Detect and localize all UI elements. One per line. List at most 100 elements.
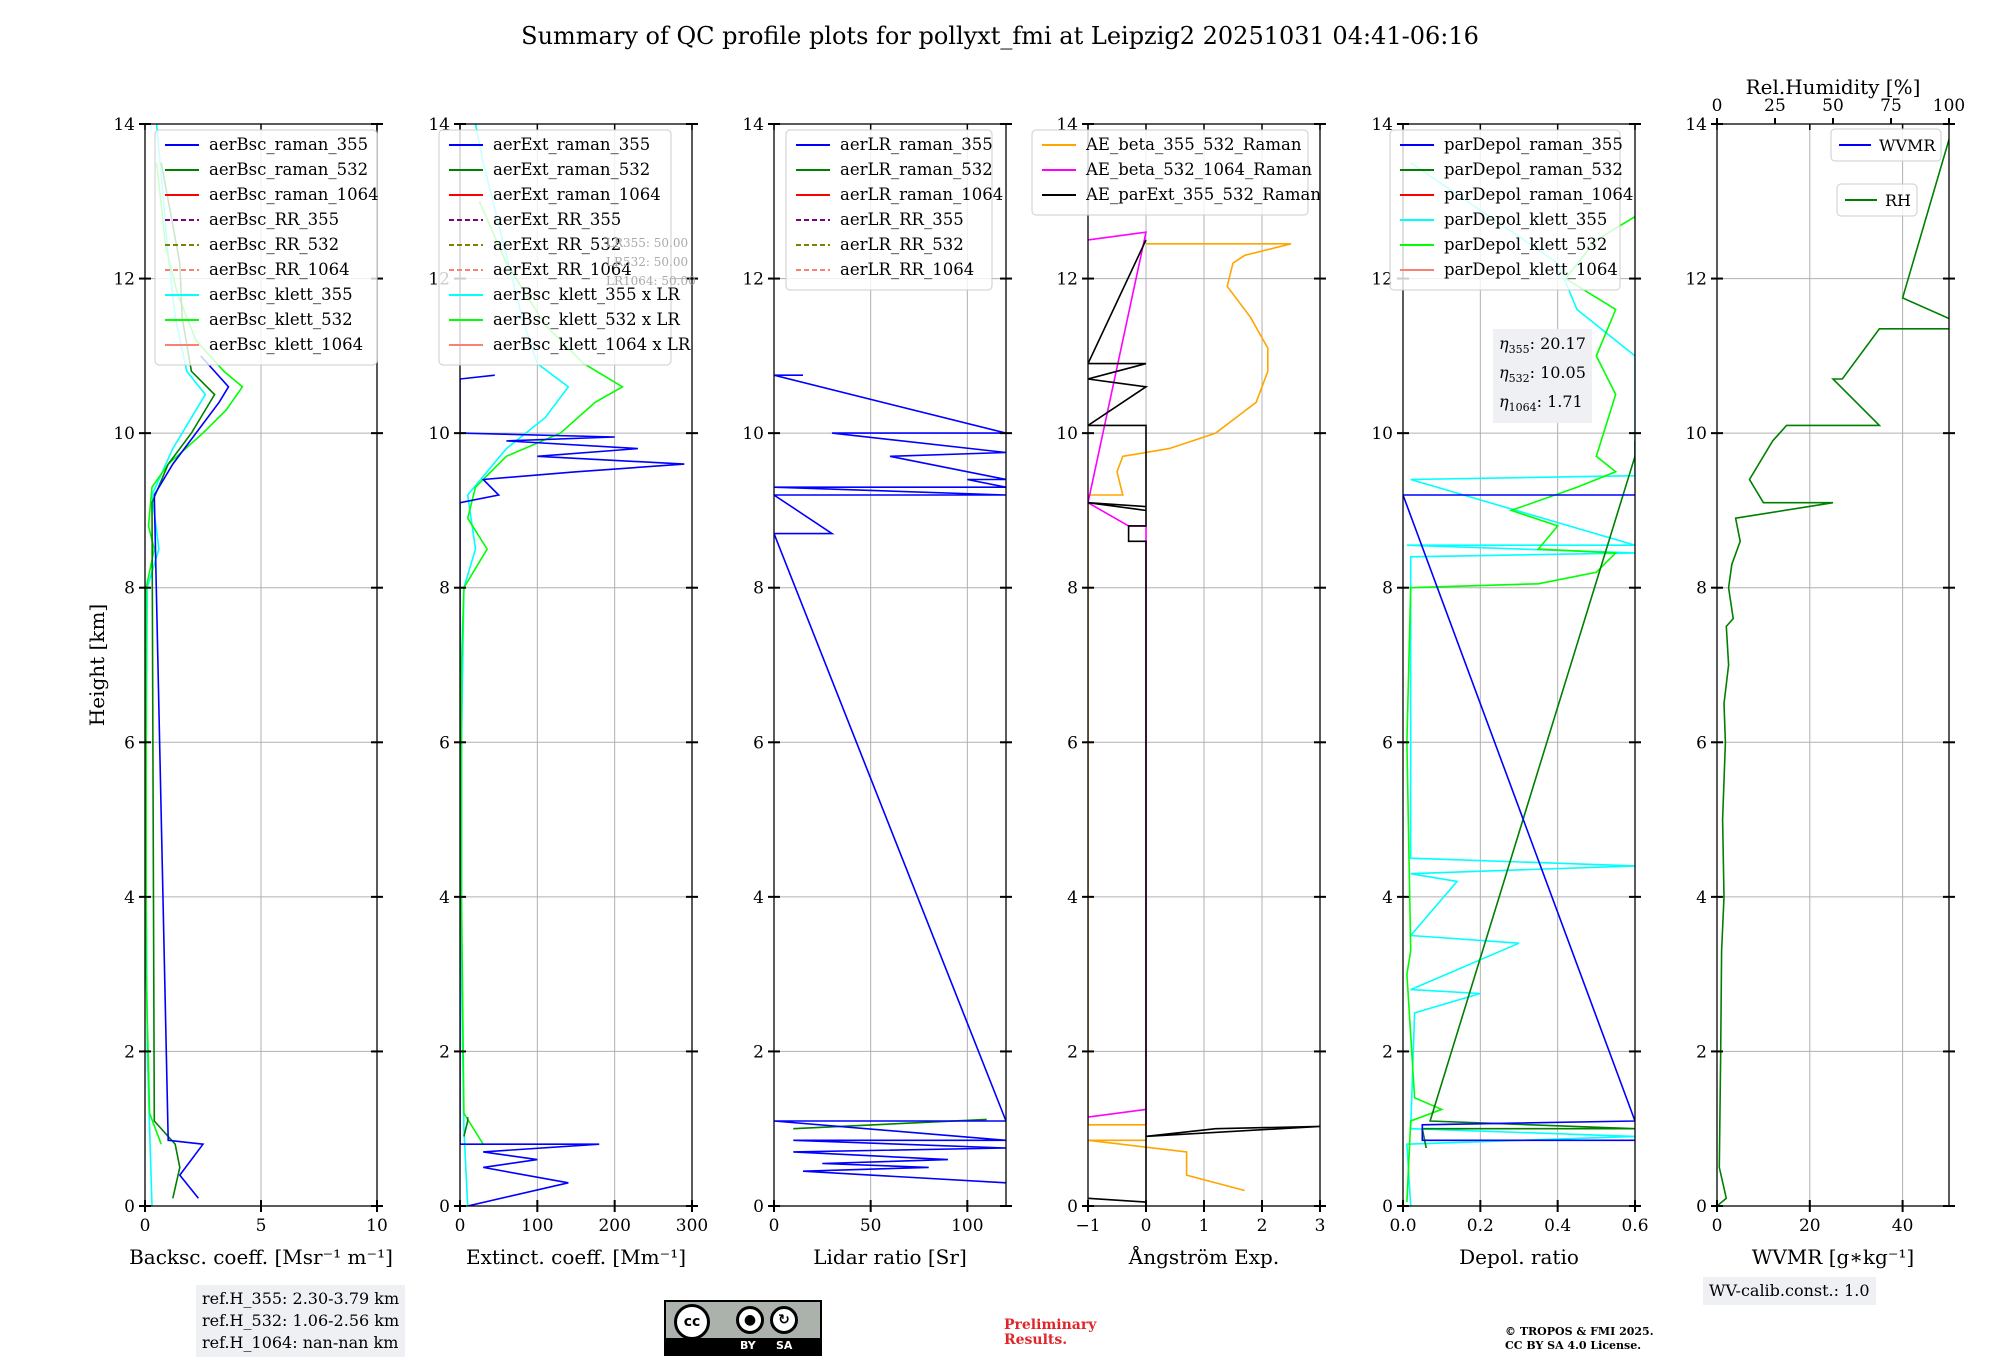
legend-label: aerBsc_raman_355 bbox=[209, 135, 368, 154]
y-tick-label: 6 bbox=[753, 733, 764, 753]
legend-label: aerLR_RR_355 bbox=[840, 210, 964, 229]
y-tick-label: 0 bbox=[1696, 1197, 1707, 1217]
legend-label: parDepol_klett_532 bbox=[1444, 235, 1607, 254]
y-tick-label: 14 bbox=[1371, 115, 1393, 135]
y-tick-label: 2 bbox=[439, 1042, 450, 1062]
legend-label: aerBsc_klett_532 x LR bbox=[493, 310, 680, 329]
legend-label: aerLR_raman_1064 bbox=[840, 185, 1003, 204]
y-tick-label: 6 bbox=[439, 733, 450, 753]
cc-license-badge[interactable]: cc ● ↻ BY SA bbox=[664, 1300, 822, 1356]
legend-label: aerExt_raman_1064 bbox=[493, 185, 661, 204]
y-tick-label: 14 bbox=[1685, 115, 1707, 135]
y-tick-label: 10 bbox=[1685, 424, 1707, 444]
y-tick-label: 12 bbox=[1685, 270, 1707, 290]
eta-box: η355: 20.17 η532: 10.05 η1064: 1.71 bbox=[1493, 329, 1592, 423]
y-tick-label: 8 bbox=[1067, 579, 1078, 599]
panel-3: 0 50 100 0 2 4 6 8 10 12 14 Lidar ratio [Sr] aerLR_r… bbox=[742, 115, 1012, 1269]
y-tick-label: 4 bbox=[1067, 888, 1078, 908]
series-line-RH bbox=[1717, 138, 1949, 1206]
legend-label: parDepol_raman_1064 bbox=[1444, 185, 1633, 204]
series-line-aerExt_raman_355 bbox=[460, 374, 685, 1206]
legend-label: aerExt_RR_355 bbox=[493, 210, 621, 229]
axes-frame bbox=[459, 123, 693, 1207]
legend-box bbox=[154, 129, 378, 366]
legend-label: aerBsc_klett_1064 bbox=[209, 335, 363, 354]
y-tick-label: 14 bbox=[742, 115, 764, 135]
legend-box bbox=[1389, 129, 1621, 291]
share-alike-icon: ↻ bbox=[770, 1306, 798, 1334]
legend-label: aerBsc_RR_355 bbox=[209, 210, 339, 229]
legend-label: aerBsc_klett_532 bbox=[209, 310, 353, 329]
top-x-tick-label: 100 bbox=[1933, 96, 1965, 116]
y-tick-label: 8 bbox=[753, 579, 764, 599]
x-tick-label: 1 bbox=[1199, 1216, 1210, 1236]
y-tick-label: 4 bbox=[1382, 888, 1393, 908]
panel-1: 0 5 10 0 2 4 6 8 10 12 14 Backsc. coeff. [Msr⁻¹ m⁻¹… bbox=[113, 115, 393, 1269]
y-tick-label: 10 bbox=[113, 424, 135, 444]
legend-label: aerExt_raman_532 bbox=[493, 160, 650, 179]
series-line-AE_parExt_355_532_Raman bbox=[1088, 239, 1320, 1203]
y-tick-label: 6 bbox=[1067, 733, 1078, 753]
ref-height-355: ref.H_355: 2.30-3.79 km bbox=[202, 1289, 400, 1308]
y-tick-label: 2 bbox=[1067, 1042, 1078, 1062]
x-tick-label: 0.4 bbox=[1544, 1216, 1571, 1236]
lidar-ratio-note: LR355: 50.00 LR532: 50.00 LR1064: 50.00 bbox=[606, 234, 696, 291]
legend-label: WVMR bbox=[1879, 136, 1936, 155]
lidar-ratio-355: LR355: 50.00 bbox=[606, 236, 689, 250]
series-line-parDepol_klett_532 bbox=[1406, 216, 1635, 1203]
panel-6: 0 20 40 0 2 4 6 8 10 12 14 WVMR [g∗kg⁻¹] 0 25 50 75 100 R… bbox=[1685, 75, 1965, 1269]
series-line-aerExt_raman_532 bbox=[463, 1117, 469, 1137]
legend-box bbox=[1031, 129, 1309, 216]
legend-label: aerBsc_klett_355 bbox=[209, 285, 353, 304]
eta-1064: η1064: 1.71 bbox=[1499, 392, 1583, 415]
y-tick-label: 10 bbox=[1056, 424, 1078, 444]
legend-label: aerBsc_RR_1064 bbox=[209, 260, 350, 279]
y-tick-label: 4 bbox=[439, 888, 450, 908]
legend-label: AE_parExt_355_532_Raman bbox=[1085, 185, 1321, 204]
y-tick-label: 10 bbox=[428, 424, 450, 444]
y-tick-label: 2 bbox=[124, 1042, 135, 1062]
series-line-AE_beta_355_532_Raman bbox=[1088, 243, 1292, 1192]
top-x-tick-label: 50 bbox=[1822, 96, 1844, 116]
y-tick-label: 12 bbox=[1371, 270, 1393, 290]
x-axis-label: Depol. ratio bbox=[1459, 1245, 1579, 1269]
y-tick-label: 2 bbox=[753, 1042, 764, 1062]
lidar-ratio-1064: LR1064: 50.00 bbox=[606, 274, 696, 288]
y-tick-label: 8 bbox=[1382, 579, 1393, 599]
reference-heights-box: ref.H_355: 2.30-3.79 km ref.H_532: 1.06-… bbox=[196, 1285, 406, 1357]
x-axis-label: Extinct. coeff. [Mm⁻¹] bbox=[466, 1245, 686, 1269]
axes-frame bbox=[773, 123, 1007, 1207]
legend-label: aerBsc_raman_1064 bbox=[209, 185, 379, 204]
cc-by-label: BY bbox=[740, 1339, 756, 1352]
y-tick-label: 2 bbox=[1696, 1042, 1707, 1062]
top-x-tick-label: 0 bbox=[1712, 96, 1723, 116]
series-line-parDepol_raman_355 bbox=[1403, 494, 1635, 1142]
y-tick-label: 0 bbox=[124, 1197, 135, 1217]
x-tick-label: 0 bbox=[1141, 1216, 1152, 1236]
x-tick-label: 0 bbox=[769, 1216, 780, 1236]
legend-label: parDepol_raman_355 bbox=[1444, 135, 1623, 154]
y-tick-label: 4 bbox=[1696, 888, 1707, 908]
series-line-aerBsc_raman_355 bbox=[153, 355, 230, 1199]
y-tick-label: 14 bbox=[113, 115, 135, 135]
x-tick-label: 100 bbox=[951, 1216, 983, 1236]
y-tick-label: 4 bbox=[124, 888, 135, 908]
legend-box bbox=[1830, 128, 1942, 162]
x-tick-label: 0 bbox=[140, 1216, 151, 1236]
y-tick-label: 0 bbox=[753, 1197, 764, 1217]
panel-2: 010020030002468101214Extinct. coeff. [Mm… bbox=[428, 115, 708, 1269]
cc-logo-icon: cc bbox=[674, 1304, 710, 1340]
x-tick-label: 0.2 bbox=[1467, 1216, 1494, 1236]
y-tick-label: 8 bbox=[1696, 579, 1707, 599]
cc-sa-label: SA bbox=[776, 1339, 793, 1352]
legend-label: AE_beta_532_1064_Raman bbox=[1085, 160, 1312, 179]
top-x-tick-label: 25 bbox=[1764, 96, 1786, 116]
y-tick-label: 8 bbox=[124, 579, 135, 599]
legend-label: aerLR_raman_532 bbox=[840, 160, 993, 179]
legend-label: RH bbox=[1885, 191, 1911, 210]
x-tick-label: 200 bbox=[598, 1216, 630, 1236]
legend-label: aerExt_RR_532 bbox=[493, 235, 621, 254]
